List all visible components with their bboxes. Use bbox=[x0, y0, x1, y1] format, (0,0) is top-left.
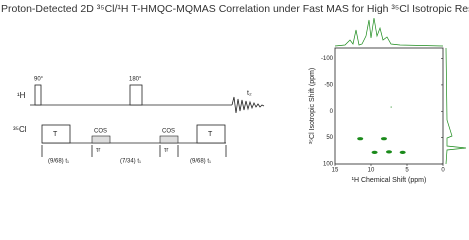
block bbox=[196, 124, 226, 144]
delay-label: (9/68) t₁ bbox=[48, 159, 69, 165]
top-projection bbox=[334, 17, 444, 47]
pulse-sequence: ¹H ³⁵Cl 90° 180° t₂ T COS COS T τr τr (9… bbox=[13, 77, 265, 165]
tau-label: τr bbox=[96, 148, 100, 154]
y-tick-label: 100 bbox=[323, 162, 334, 168]
plot-frame bbox=[334, 47, 444, 165]
peak bbox=[371, 150, 378, 154]
x-tick-label: 15 bbox=[332, 168, 339, 174]
peak bbox=[390, 106, 392, 108]
side-projection bbox=[445, 47, 467, 165]
block-label: T bbox=[208, 131, 213, 138]
y-tick-label: -100 bbox=[321, 56, 334, 62]
y-tick-label: 0 bbox=[330, 109, 334, 115]
pulse-label: 90° bbox=[34, 77, 44, 83]
y-tick-label: -50 bbox=[324, 82, 333, 88]
channel-label: ¹H bbox=[17, 91, 26, 100]
block bbox=[159, 135, 179, 144]
title: Proton-Detected 2D ³⁵Cl/¹H T-HMQC-MQMAS … bbox=[1, 3, 469, 15]
x-tick-label: 0 bbox=[441, 168, 445, 174]
block-label: COS bbox=[94, 129, 107, 135]
block bbox=[41, 124, 71, 144]
block bbox=[91, 135, 111, 144]
peak bbox=[399, 150, 406, 154]
y-axis-label: ³⁵Cl Isotropic Shift (ppm) bbox=[309, 68, 316, 144]
peak bbox=[386, 150, 392, 154]
x-axis-label: ¹H Chemical Shift (ppm) bbox=[352, 177, 427, 184]
block-label: COS bbox=[162, 129, 175, 135]
fid bbox=[231, 96, 265, 114]
spectrum: ¹H Chemical Shift (ppm) ³⁵Cl Isotropic S… bbox=[309, 17, 467, 184]
block-label: T bbox=[53, 131, 58, 138]
peak bbox=[380, 137, 387, 141]
x-tick-label: 10 bbox=[368, 168, 375, 174]
figure: Proton-Detected 2D ³⁵Cl/¹H T-HMQC-MQMAS … bbox=[1, 3, 469, 184]
x-tick-label: 5 bbox=[405, 168, 409, 174]
delay-label: (9/68) t₁ bbox=[190, 159, 211, 165]
pulse-180 bbox=[129, 84, 143, 106]
delay-ticks bbox=[41, 145, 227, 157]
channel-label: ³⁵Cl bbox=[13, 125, 27, 134]
y-tick-label: 50 bbox=[326, 135, 333, 141]
acq-label: t₂ bbox=[247, 90, 252, 97]
peak bbox=[357, 137, 364, 141]
delay-label: (7/34) t₁ bbox=[120, 159, 141, 165]
tau-label: τr bbox=[164, 148, 168, 154]
pulse-90 bbox=[34, 84, 42, 106]
pulse-label: 180° bbox=[129, 77, 142, 83]
